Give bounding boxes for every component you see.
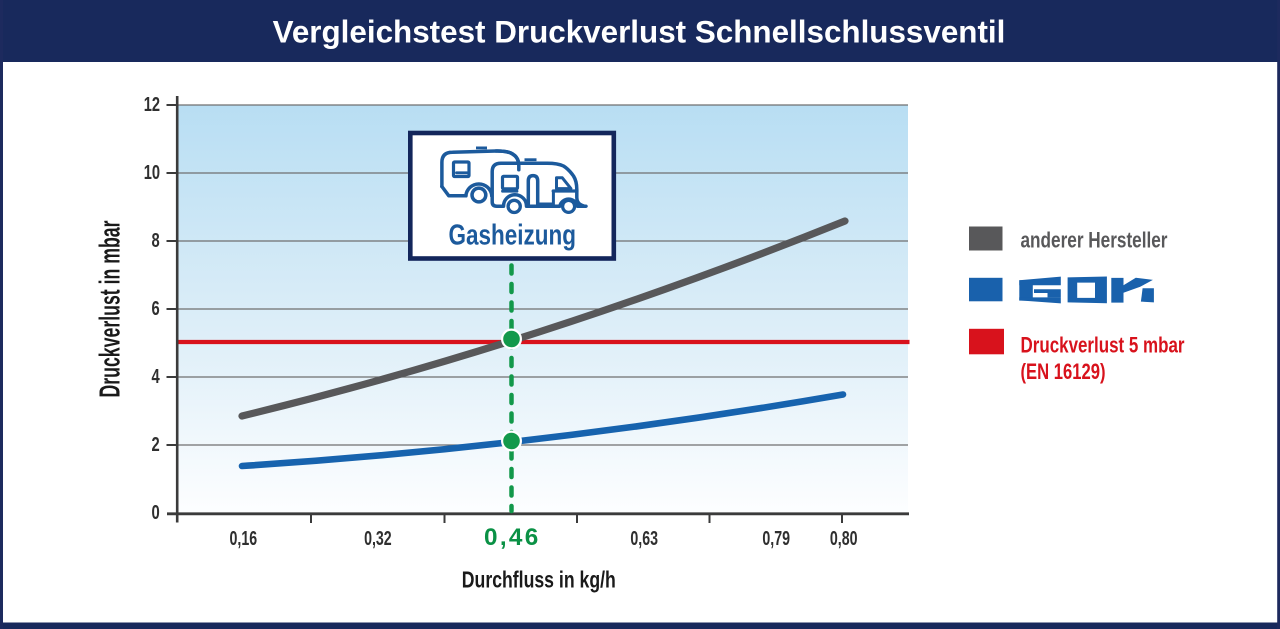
svg-text:0,46: 0,46 bbox=[484, 524, 541, 551]
svg-text:0,32: 0,32 bbox=[364, 528, 392, 550]
svg-text:12: 12 bbox=[144, 94, 160, 116]
svg-text:0: 0 bbox=[152, 502, 160, 524]
svg-text:0,80: 0,80 bbox=[830, 528, 858, 550]
svg-text:Gasheizung: Gasheizung bbox=[448, 220, 576, 252]
svg-text:2: 2 bbox=[152, 434, 160, 456]
svg-text:Druckverlust 5 mbar: Druckverlust 5 mbar bbox=[1021, 332, 1185, 357]
svg-text:Durchfluss in kg/h: Durchfluss in kg/h bbox=[462, 567, 616, 593]
svg-text:0,63: 0,63 bbox=[630, 528, 658, 550]
svg-text:8: 8 bbox=[152, 230, 160, 252]
svg-text:6: 6 bbox=[152, 298, 160, 320]
svg-text:0,79: 0,79 bbox=[762, 528, 790, 550]
svg-text:(EN 16129): (EN 16129) bbox=[1021, 359, 1106, 384]
svg-text:0,16: 0,16 bbox=[230, 528, 258, 550]
svg-text:4: 4 bbox=[152, 366, 161, 388]
svg-text:10: 10 bbox=[144, 162, 160, 184]
svg-text:anderer Hersteller: anderer Hersteller bbox=[1021, 228, 1168, 253]
svg-text:Vergleichstest Druckverlust Sc: Vergleichstest Druckverlust Schnellschlu… bbox=[273, 14, 1006, 49]
svg-text:Druckverlust in mbar: Druckverlust in mbar bbox=[94, 220, 126, 397]
